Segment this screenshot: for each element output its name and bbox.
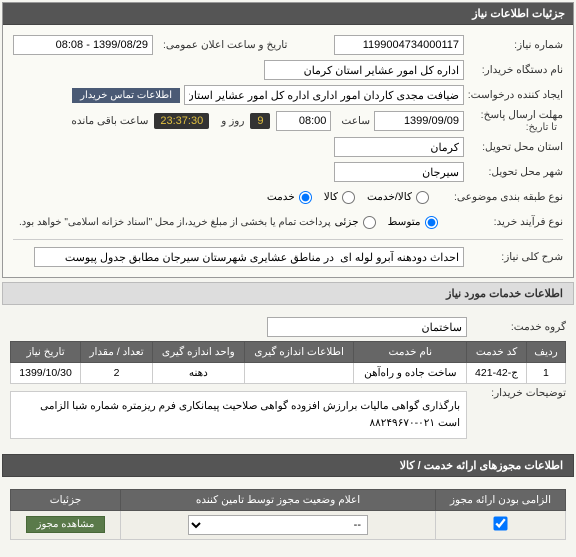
service-group-label: گروه خدمت: bbox=[471, 321, 566, 333]
cell-unit: دهنه bbox=[152, 363, 244, 384]
auth-col-mandatory: الزامی بودن ارائه مجوز bbox=[436, 489, 566, 510]
ptype-opt-minor[interactable]: جزئی bbox=[335, 216, 376, 229]
deadline-label: مهلت ارسال پاسخ: تا تاریخ: bbox=[468, 109, 563, 133]
org-field bbox=[264, 60, 464, 80]
cell-code: ج-42-421 bbox=[467, 363, 527, 384]
need-no-label: شماره نیاز: bbox=[468, 39, 563, 51]
cat-opt-goods-service[interactable]: کالا/خدمت bbox=[367, 191, 429, 204]
ptype-label: نوع فرآیند خرید: bbox=[442, 216, 563, 228]
deadline-time-label: ساعت bbox=[335, 115, 370, 127]
auth-mandatory-cell bbox=[436, 510, 566, 539]
desc-field bbox=[34, 247, 464, 267]
province-field bbox=[334, 137, 464, 157]
ptype-opt-medium[interactable]: متوسط bbox=[388, 216, 438, 229]
auth-status-cell: -- bbox=[121, 510, 436, 539]
org-label: نام دستگاه خریدار: bbox=[468, 64, 563, 76]
countdown-remain-label: ساعت باقی مانده bbox=[65, 115, 148, 127]
creator-label: ایجاد کننده درخواست: bbox=[468, 89, 563, 101]
desc-label: شرح کلی نیاز: bbox=[468, 251, 563, 263]
auth-body: الزامی بودن ارائه مجوز اعلام وضعیت مجوز … bbox=[0, 481, 576, 548]
cell-name: ساخت جاده و راه‌آهن bbox=[354, 363, 467, 384]
services-body: گروه خدمت: ردیف کد خدمت نام خدمت اطلاعات… bbox=[0, 309, 576, 450]
city-label: شهر محل تحویل: bbox=[468, 166, 563, 178]
col-name: نام خدمت bbox=[354, 342, 467, 363]
ptype-note: پرداخت تمام یا بخشی از مبلغ خرید،از محل … bbox=[13, 217, 331, 228]
cell-desc bbox=[244, 363, 354, 384]
countdown-days-label: روز و bbox=[215, 115, 244, 127]
view-auth-button[interactable]: مشاهده مجوز bbox=[26, 516, 106, 533]
cell-date: 1399/10/30 bbox=[11, 363, 81, 384]
table-row: 1 ج-42-421 ساخت جاده و راه‌آهن دهنه 2 13… bbox=[11, 363, 566, 384]
pub-date-label: تاریخ و ساعت اعلان عمومی: bbox=[157, 39, 287, 51]
service-group-field bbox=[267, 317, 467, 337]
need-details-panel: جزئیات اطلاعات نیاز شماره نیاز: تاریخ و … bbox=[2, 2, 574, 278]
category-radio-group: کالا/خدمت کالا خدمت bbox=[267, 191, 429, 204]
creator-field bbox=[184, 85, 464, 105]
province-label: استان محل تحویل: bbox=[468, 141, 563, 153]
col-row: ردیف bbox=[526, 342, 565, 363]
cell-row: 1 bbox=[526, 363, 565, 384]
deadline-time-field bbox=[276, 111, 331, 131]
cat-opt-service[interactable]: خدمت bbox=[267, 191, 312, 204]
col-code: کد خدمت bbox=[467, 342, 527, 363]
auth-row: -- مشاهده مجوز bbox=[11, 510, 566, 539]
col-unit: واحد اندازه گیری bbox=[152, 342, 244, 363]
category-label: نوع طبقه بندی موضوعی: bbox=[433, 191, 563, 203]
pub-date-field bbox=[13, 35, 153, 55]
city-field bbox=[334, 162, 464, 182]
services-table: ردیف کد خدمت نام خدمت اطلاعات اندازه گیر… bbox=[10, 341, 566, 384]
col-date: تاریخ نیاز bbox=[11, 342, 81, 363]
auth-section-title: اطلاعات مجوزهای ارائه خدمت / کالا bbox=[2, 454, 574, 477]
contact-buyer-button[interactable]: اطلاعات تماس خریدار bbox=[72, 88, 180, 103]
panel1-title: جزئیات اطلاعات نیاز bbox=[3, 3, 573, 25]
cat-opt-goods[interactable]: کالا bbox=[324, 191, 355, 204]
col-desc: اطلاعات اندازه گیری bbox=[244, 342, 354, 363]
col-qty: تعداد / مقدار bbox=[81, 342, 153, 363]
deadline-date-field bbox=[374, 111, 464, 131]
auth-col-status: اعلام وضعیت مجوز توسط تامین کننده bbox=[121, 489, 436, 510]
services-section-title: اطلاعات خدمات مورد نیاز bbox=[2, 282, 574, 305]
auth-col-detail: جزئیات bbox=[11, 489, 121, 510]
countdown-days: 9 bbox=[250, 113, 270, 129]
panel1-body: شماره نیاز: تاریخ و ساعت اعلان عمومی: نا… bbox=[3, 25, 573, 277]
auth-detail-cell: مشاهده مجوز bbox=[11, 510, 121, 539]
auth-status-select[interactable]: -- bbox=[188, 515, 368, 535]
buyer-note-label: توضیحات خریدار: bbox=[471, 387, 566, 399]
ptype-radio-group: متوسط جزئی bbox=[335, 216, 438, 229]
buyer-note-box: بارگذاری گواهی مالیات برارزش افزوده گواه… bbox=[10, 391, 467, 439]
cell-qty: 2 bbox=[81, 363, 153, 384]
need-no-field bbox=[334, 35, 464, 55]
auth-mandatory-checkbox[interactable] bbox=[493, 516, 507, 530]
countdown-time: 23:37:30 bbox=[154, 113, 209, 129]
auth-table: الزامی بودن ارائه مجوز اعلام وضعیت مجوز … bbox=[10, 489, 566, 540]
